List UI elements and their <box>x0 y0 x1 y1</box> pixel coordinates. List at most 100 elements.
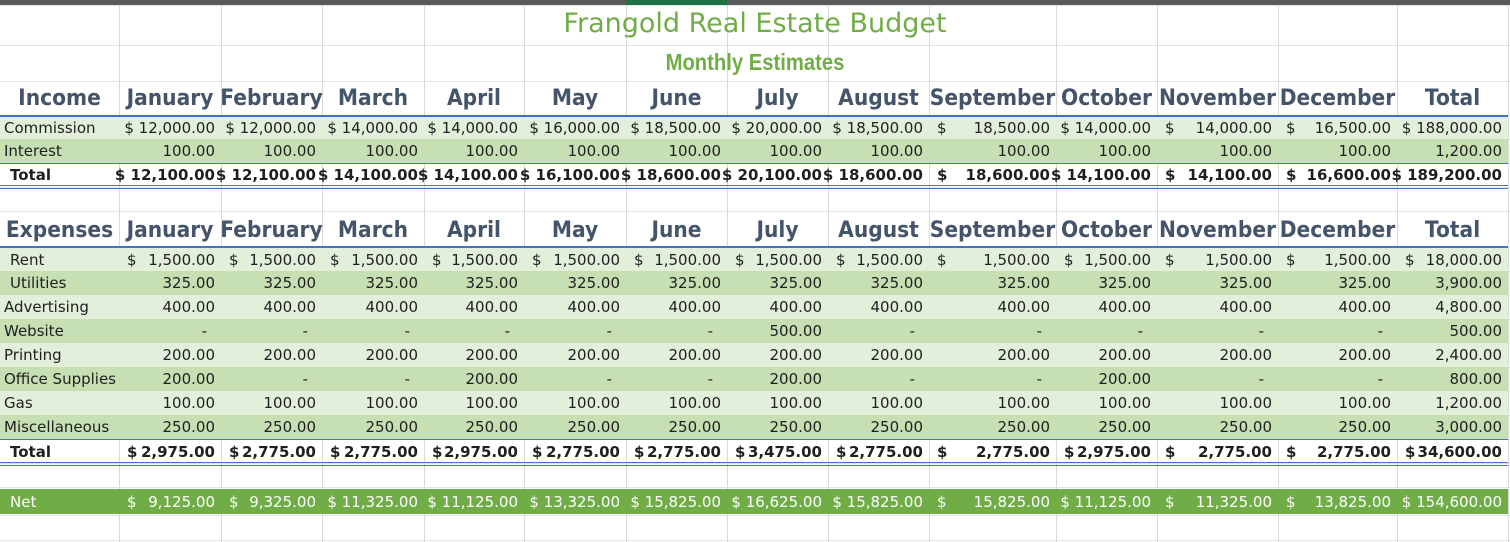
value-cell[interactable]: - <box>707 322 713 340</box>
value-cell[interactable]: 400.00 <box>769 298 823 316</box>
header-september[interactable]: September <box>929 85 1056 111</box>
header-december[interactable]: December <box>1279 217 1396 243</box>
expense-row-website-label[interactable]: Website <box>4 322 64 340</box>
value-cell[interactable]: 250.00 <box>1098 418 1152 436</box>
value-cell[interactable]: 200.00 <box>263 346 317 364</box>
value-cell[interactable]: 400.00 <box>668 298 722 316</box>
value-cell[interactable]: $1,500.00 <box>1278 248 1397 271</box>
header-september[interactable]: September <box>929 217 1056 243</box>
header-april[interactable]: April <box>446 217 502 243</box>
value-cell[interactable]: 250.00 <box>668 418 722 436</box>
value-cell[interactable]: $18,600.00 <box>929 164 1056 186</box>
value-cell[interactable]: $2,975.00 <box>1056 440 1157 463</box>
value-cell[interactable]: $ 15,825.00 <box>832 492 923 511</box>
value-cell[interactable]: $18,500.00 <box>929 117 1056 139</box>
value-cell[interactable]: 325.00 <box>870 274 924 292</box>
value-cell[interactable]: 400.00 <box>1219 298 1273 316</box>
value-cell[interactable]: - <box>404 370 410 388</box>
header-june[interactable]: June <box>651 217 702 243</box>
value-cell[interactable]: 325.00 <box>1338 274 1392 292</box>
value-cell[interactable]: $2,775.00 <box>524 440 626 463</box>
value-cell[interactable]: $ 14,100.00 <box>317 166 418 184</box>
value-cell[interactable]: 200.00 <box>769 346 823 364</box>
value-cell[interactable]: $ 14,000.00 <box>327 119 418 137</box>
income-total-row-label[interactable]: Total <box>10 166 51 184</box>
net-row-label[interactable]: Net <box>10 492 37 511</box>
value-cell[interactable]: 1,200.00 <box>1435 394 1502 412</box>
value-cell[interactable]: 250.00 <box>365 418 419 436</box>
value-cell[interactable]: - <box>404 322 410 340</box>
header-december[interactable]: December <box>1279 85 1396 111</box>
value-cell[interactable]: $18,000.00 <box>1397 248 1508 271</box>
value-cell[interactable]: 2,400.00 <box>1435 346 1502 364</box>
value-cell[interactable]: 250.00 <box>769 418 823 436</box>
value-cell[interactable]: $2,775.00 <box>1157 440 1278 463</box>
value-cell[interactable]: $ 15,825.00 <box>630 492 721 511</box>
value-cell[interactable]: $16,600.00 <box>1278 164 1397 186</box>
value-cell[interactable]: - <box>1036 322 1042 340</box>
value-cell[interactable]: 100.00 <box>997 142 1051 160</box>
value-cell[interactable]: $34,600.00 <box>1397 440 1508 463</box>
value-cell[interactable]: 100.00 <box>567 142 621 160</box>
value-cell[interactable]: $2,775.00 <box>322 440 424 463</box>
value-cell[interactable]: $9,125.00 <box>119 489 221 514</box>
value-cell[interactable]: 400.00 <box>1098 298 1152 316</box>
value-cell[interactable]: - <box>1377 322 1383 340</box>
value-cell[interactable]: 250.00 <box>870 418 924 436</box>
value-cell[interactable]: 100.00 <box>870 142 924 160</box>
value-cell[interactable]: 325.00 <box>263 274 317 292</box>
value-cell[interactable]: 200.00 <box>465 346 519 364</box>
value-cell[interactable]: $1,500.00 <box>322 248 424 271</box>
value-cell[interactable]: $14,100.00 <box>1157 164 1278 186</box>
value-cell[interactable]: 250.00 <box>263 418 317 436</box>
value-cell[interactable]: 100.00 <box>263 394 317 412</box>
sheet-title[interactable]: Frangold Real Estate Budget <box>563 8 947 39</box>
header-august[interactable]: August <box>838 217 919 243</box>
value-cell[interactable]: $2,775.00 <box>929 440 1056 463</box>
income-row-commission-label[interactable]: Commission <box>4 119 96 137</box>
value-cell[interactable]: $ 12,100.00 <box>215 166 316 184</box>
value-cell[interactable]: $11,325.00 <box>1157 489 1278 514</box>
header-february[interactable]: February <box>220 85 323 111</box>
value-cell[interactable]: 200.00 <box>668 346 722 364</box>
value-cell[interactable]: 200.00 <box>1338 346 1392 364</box>
value-cell[interactable]: 200.00 <box>465 370 519 388</box>
value-cell[interactable]: 250.00 <box>567 418 621 436</box>
header-july[interactable]: July <box>756 217 799 243</box>
value-cell[interactable]: 200.00 <box>1098 370 1152 388</box>
value-cell[interactable]: - <box>909 322 915 340</box>
header-april[interactable]: April <box>446 85 502 111</box>
value-cell[interactable]: 250.00 <box>1338 418 1392 436</box>
value-cell[interactable]: 325.00 <box>668 274 722 292</box>
value-cell[interactable]: - <box>201 322 207 340</box>
value-cell[interactable]: 200.00 <box>870 346 924 364</box>
value-cell[interactable]: 325.00 <box>162 274 216 292</box>
value-cell[interactable]: $9,325.00 <box>221 489 322 514</box>
value-cell[interactable]: - <box>1258 322 1264 340</box>
value-cell[interactable]: 325.00 <box>567 274 621 292</box>
expenses-total-row-label[interactable]: Total <box>10 442 51 461</box>
value-cell[interactable]: 3,900.00 <box>1435 274 1502 292</box>
value-cell[interactable]: 400.00 <box>465 298 519 316</box>
value-cell[interactable]: 325.00 <box>1219 274 1273 292</box>
value-cell[interactable]: $16,500.00 <box>1278 117 1397 139</box>
header-total[interactable]: Total <box>1424 217 1481 243</box>
value-cell[interactable]: $ 12,000.00 <box>225 119 316 137</box>
value-cell[interactable]: 100.00 <box>567 394 621 412</box>
value-cell[interactable]: $ 11,125.00 <box>427 492 518 511</box>
value-cell[interactable]: $ 18,500.00 <box>832 119 923 137</box>
value-cell[interactable]: $1,500.00 <box>929 248 1056 271</box>
value-cell[interactable]: - <box>1258 370 1264 388</box>
value-cell[interactable]: 100.00 <box>162 394 216 412</box>
value-cell[interactable]: $1,500.00 <box>727 248 828 271</box>
value-cell[interactable]: 250.00 <box>465 418 519 436</box>
value-cell[interactable]: 200.00 <box>567 346 621 364</box>
value-cell[interactable]: 200.00 <box>1219 346 1273 364</box>
value-cell[interactable]: 100.00 <box>162 142 216 160</box>
value-cell[interactable]: 3,000.00 <box>1435 418 1502 436</box>
value-cell[interactable]: 100.00 <box>668 394 722 412</box>
header-may[interactable]: May <box>551 217 599 243</box>
header-august[interactable]: August <box>838 85 919 111</box>
header-july[interactable]: July <box>756 85 799 111</box>
value-cell[interactable]: $13,825.00 <box>1278 489 1397 514</box>
